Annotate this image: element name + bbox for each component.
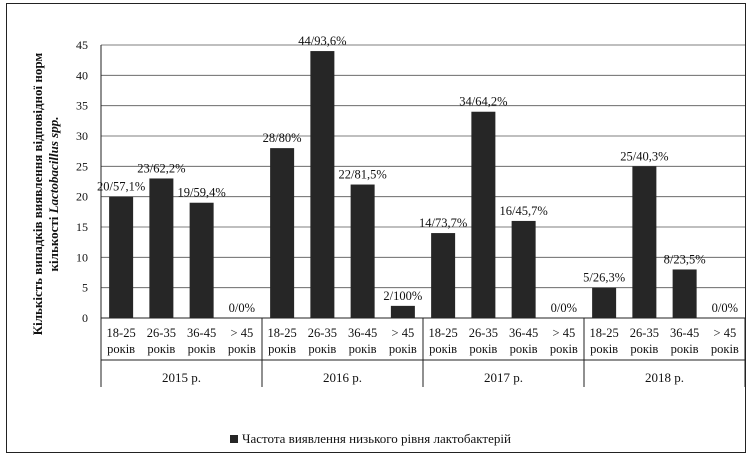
data-label: 44/93,6% — [298, 34, 346, 48]
data-label: 0/0% — [229, 301, 255, 315]
data-label: 25/40,3% — [620, 149, 668, 163]
data-label: 20/57,1% — [97, 180, 145, 194]
bar — [109, 196, 134, 318]
y-axis-title-italic: Lactobacillus spp. — [46, 117, 61, 215]
bar — [310, 51, 335, 319]
legend-label: Частота виявлення низького рівня лактоба… — [242, 431, 511, 446]
x-tick-label: років — [268, 342, 296, 356]
x-tick-label: років — [469, 342, 497, 356]
x-tick-label: 36-45 — [670, 326, 699, 340]
y-tick-label: 0 — [82, 311, 88, 325]
x-tick-label: > 45 — [714, 326, 737, 340]
data-label: 0/0% — [712, 301, 738, 315]
x-tick-label: років — [147, 342, 175, 356]
data-label: 5/26,3% — [583, 271, 625, 285]
data-label: 19/59,4% — [177, 186, 225, 200]
x-tick-label: 18-25 — [429, 326, 458, 340]
bar — [471, 111, 496, 318]
x-tick-label: 18-25 — [268, 326, 297, 340]
legend-swatch — [230, 435, 238, 443]
x-tick-label: 26-35 — [147, 326, 176, 340]
x-tick-label: років — [711, 342, 739, 356]
x-tick-label: 26-35 — [630, 326, 659, 340]
y-tick-label: 35 — [76, 99, 88, 113]
x-tick-label: років — [107, 342, 135, 356]
y-tick-label: 5 — [82, 281, 88, 295]
legend: Частота виявлення низького рівня лактоба… — [230, 431, 511, 446]
data-label: 16/45,7% — [499, 204, 547, 218]
data-label: 22/81,5% — [338, 168, 386, 182]
y-axis-title: Кількість випадків виявлення відповідної… — [30, 53, 61, 336]
y-tick-label: 45 — [76, 38, 88, 52]
x-tick-label: 36-45 — [348, 326, 377, 340]
x-group-label: 2015 р. — [162, 370, 201, 385]
bars — [109, 51, 697, 319]
bar — [431, 233, 456, 318]
data-label: 34/64,2% — [459, 95, 507, 109]
x-tick-label: років — [228, 342, 256, 356]
x-tick-label: 18-25 — [590, 326, 619, 340]
bar — [189, 202, 214, 318]
y-tick-label: 15 — [76, 220, 88, 234]
data-label: 14/73,7% — [419, 216, 467, 230]
y-axis-title-line1: Кількість випадків виявлення відповідної… — [30, 53, 45, 336]
x-tick-label: 36-45 — [509, 326, 538, 340]
x-tick-label: 36-45 — [187, 326, 216, 340]
x-tick-label: років — [308, 342, 336, 356]
y-axis-title-prefix: кількості — [46, 213, 61, 271]
x-tick-label: років — [389, 342, 417, 356]
x-tick-label: років — [510, 342, 538, 356]
x-tick-label: 26-35 — [308, 326, 337, 340]
y-tick-label: 25 — [76, 159, 88, 173]
x-group-label: 2017 р. — [484, 370, 523, 385]
data-label: 28/80% — [263, 131, 302, 145]
x-tick-label: 18-25 — [107, 326, 136, 340]
x-tick-label: років — [550, 342, 578, 356]
bar — [390, 305, 415, 318]
x-tick-label: років — [671, 342, 699, 356]
data-label: 2/100% — [383, 289, 422, 303]
bar — [592, 287, 617, 318]
x-tick-label: 26-35 — [469, 326, 498, 340]
y-tick-label: 40 — [76, 68, 88, 82]
x-tick-label: років — [188, 342, 216, 356]
bar — [672, 269, 697, 318]
bar — [350, 184, 375, 318]
x-tick-label: років — [349, 342, 377, 356]
x-tick-label: > 45 — [231, 326, 254, 340]
x-tick-label: років — [590, 342, 618, 356]
axes: 0 5 10 15 20 25 30 35 40 45 2015 р. 2016 р. 2017 р. 2… — [76, 38, 746, 387]
x-tick-label: > 45 — [392, 326, 415, 340]
x-tick-label: > 45 — [553, 326, 576, 340]
y-axis-title-line2: кількості Lactobacillus spp. — [46, 117, 61, 272]
bar — [149, 178, 174, 318]
x-tick-label: років — [630, 342, 658, 356]
bar — [270, 148, 295, 318]
y-tick-label: 20 — [76, 190, 88, 204]
data-label: 0/0% — [551, 301, 577, 315]
y-tick-label: 10 — [76, 250, 88, 264]
data-label: 23/62,2% — [137, 161, 185, 175]
data-label: 8/23,5% — [664, 252, 706, 266]
bar — [632, 166, 657, 318]
x-group-label: 2016 р. — [323, 370, 362, 385]
x-tick-label: років — [429, 342, 457, 356]
x-group-label: 2018 р. — [645, 370, 684, 385]
bar — [511, 220, 536, 318]
y-tick-label: 30 — [76, 129, 88, 143]
data-labels: 20/57,1% 23/62,2% 19/59,4% 0/0% 28/80% 44/93,… — [97, 34, 738, 315]
